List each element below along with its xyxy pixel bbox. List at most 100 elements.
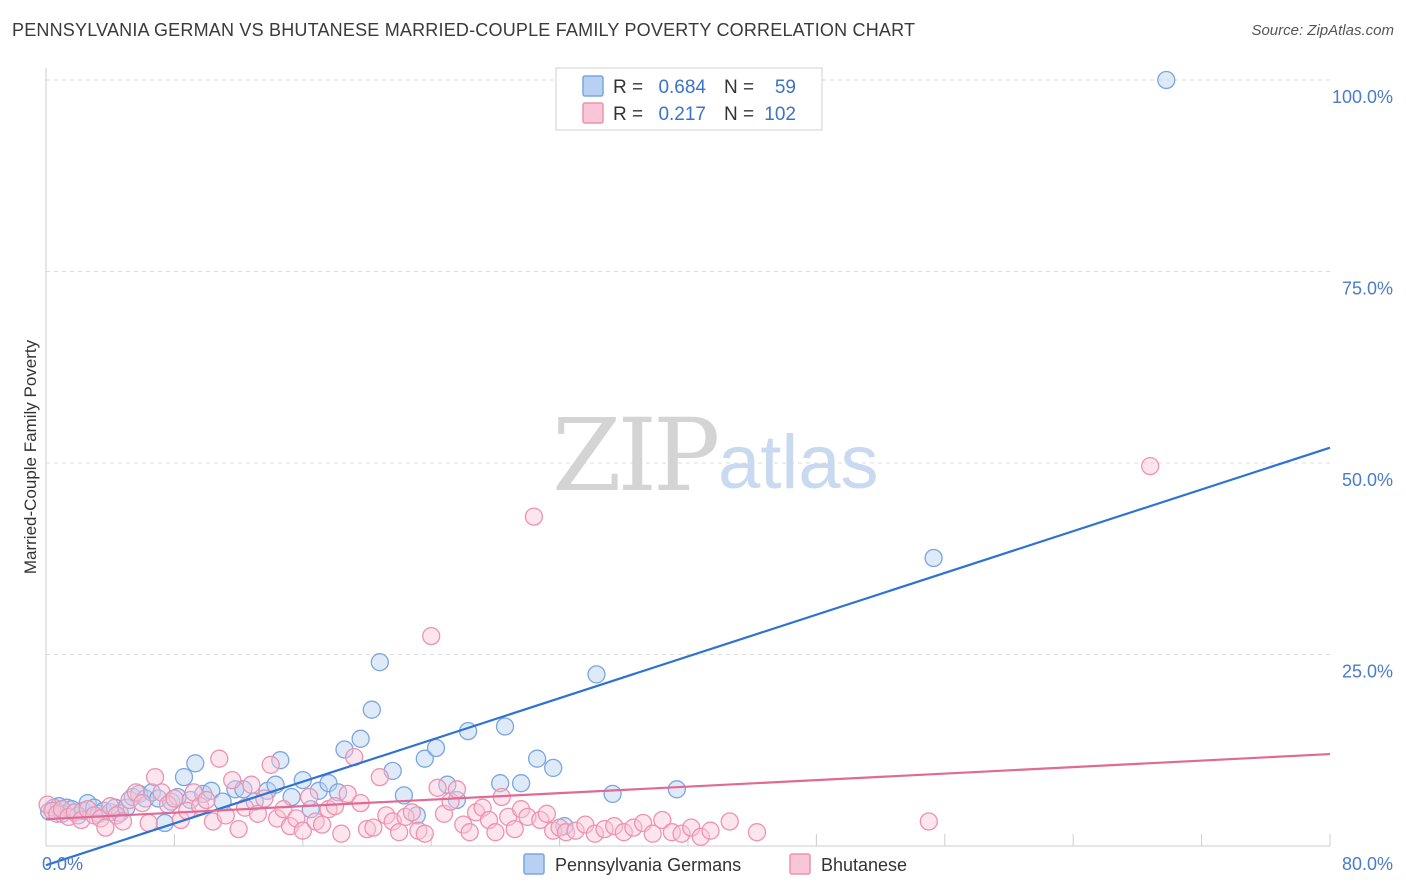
series-bhutanese-points: [38, 456, 1160, 846]
point-1-31: [229, 819, 248, 839]
point-1-30: [223, 770, 242, 790]
point-0-47: [394, 786, 414, 805]
point-0-62: [667, 780, 686, 799]
point-1-51: [357, 819, 377, 839]
y-tick-labels: 25.0% 50.0% 75.0% 100.0%: [1332, 87, 1393, 682]
point-1-97: [701, 821, 720, 840]
trend-lines: [45, 446, 1331, 867]
point-1-26: [197, 790, 216, 810]
y-axis-label: Married-Couple Family Poverty: [21, 339, 40, 574]
point-1-10: [96, 818, 115, 837]
point-1-41: [293, 821, 312, 840]
point-1-48: [338, 784, 357, 804]
point-1-60: [415, 824, 434, 843]
point-0-60: [587, 665, 606, 684]
y-tick-label-0: 25.0%: [1342, 662, 1393, 682]
point-0-42: [335, 740, 354, 759]
x-tick-labels: 0.0% 80.0%: [42, 854, 1393, 874]
legend-n-value-1: 102: [764, 104, 796, 125]
point-1-79: [537, 804, 556, 823]
chart-title: PENNSYLVANIA GERMAN VS BHUTANESE MARRIED…: [12, 20, 916, 40]
x-tick-label-1: 80.0%: [1342, 854, 1393, 874]
point-1-33: [242, 775, 261, 794]
point-0-40: [319, 774, 338, 793]
point-1-44: [312, 815, 332, 834]
legend-swatch-bhutanese: [582, 102, 604, 124]
point-0-58: [544, 758, 563, 778]
point-0-61: [603, 784, 622, 804]
trend-line-0: [45, 446, 1331, 867]
point-1-42: [300, 787, 319, 807]
point-1-11: [101, 797, 120, 816]
point-0-63: [924, 548, 943, 568]
point-0-54: [491, 774, 510, 793]
point-1-13: [113, 812, 133, 831]
point-0-57: [527, 749, 547, 768]
y-tick-label-1: 50.0%: [1342, 470, 1393, 490]
bottom-legend-label-pennsylvania-germans: Pennsylvania Germans: [555, 855, 741, 875]
legend-r-value-0: 0.684: [658, 77, 706, 98]
point-1-0: [38, 795, 57, 814]
point-1-18: [145, 767, 165, 787]
legend-r-label-0: R =: [613, 77, 643, 98]
point-1-16: [133, 793, 152, 813]
bottom-legend: Pennsylvania Germans Bhutanese: [523, 853, 907, 875]
point-1-61: [422, 626, 441, 646]
point-0-52: [447, 790, 467, 810]
point-0-49: [415, 749, 434, 768]
x-tick-label-0: 0.0%: [42, 854, 83, 874]
watermark-zip: ZIP: [552, 397, 717, 514]
point-1-98: [720, 812, 739, 831]
point-0-43: [351, 729, 370, 748]
legend-r-value-1: 0.217: [658, 104, 706, 125]
point-1-52: [364, 818, 383, 837]
point-0-64: [1157, 70, 1176, 90]
point-1-87: [605, 816, 624, 836]
bottom-legend-swatch-bhutanese: [789, 853, 811, 875]
point-0-44: [362, 700, 381, 719]
legend-n-label-0: N =: [724, 77, 754, 98]
point-1-84: [576, 815, 595, 834]
point-0-39: [309, 781, 328, 800]
point-1-35: [255, 789, 274, 808]
point-0-28: [202, 781, 221, 800]
point-1-95: [682, 818, 701, 837]
legend-n-value-0: 59: [775, 77, 796, 98]
watermark-atlas: atlas: [718, 420, 879, 505]
point-1-38: [274, 800, 293, 819]
watermark: ZIP atlas: [552, 397, 879, 514]
trend-line-1: [45, 752, 1331, 821]
point-1-71: [486, 823, 505, 842]
point-1-65: [447, 780, 467, 799]
point-1-85: [585, 824, 605, 843]
point-1-47: [332, 824, 351, 843]
bottom-legend-swatch-pennsylvania-germans: [523, 853, 545, 875]
point-1-53: [370, 767, 389, 787]
point-1-100: [919, 812, 938, 831]
point-1-88: [614, 823, 633, 842]
point-1-67: [460, 823, 479, 842]
point-1-94: [672, 824, 691, 843]
point-0-45: [370, 653, 389, 672]
bottom-legend-label-bhutanese: Bhutanese: [821, 855, 907, 875]
point-1-15: [126, 783, 146, 802]
point-0-55: [495, 717, 515, 736]
point-1-92: [653, 810, 672, 830]
point-1-36: [261, 755, 280, 774]
point-0-37: [293, 770, 312, 790]
y-tick-label-3: 100.0%: [1332, 87, 1393, 107]
point-1-89: [624, 818, 643, 837]
point-1-96: [691, 827, 710, 846]
point-1-56: [389, 823, 409, 842]
point-1-21: [165, 789, 184, 808]
point-0-50: [426, 738, 446, 758]
point-1-77: [524, 507, 544, 526]
point-1-46: [325, 797, 345, 816]
point-0-26: [186, 754, 205, 773]
point-0-35: [271, 751, 290, 770]
point-1-74: [505, 819, 524, 839]
source-label: Source: ZipAtlas.com: [1251, 22, 1394, 39]
point-1-101: [1141, 456, 1160, 476]
point-1-28: [210, 749, 229, 768]
